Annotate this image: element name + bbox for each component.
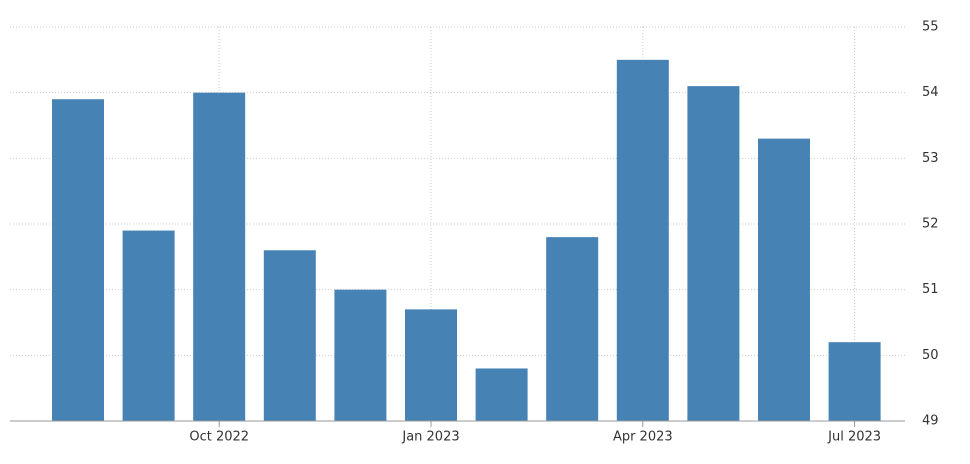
bar [687,86,740,421]
bar [616,59,669,421]
bar [546,237,599,421]
x-tick-label: Jan 2023 [401,430,459,445]
bar [193,92,246,422]
y-tick-label: 51 [922,282,939,297]
bar [263,250,316,421]
bar [758,138,810,421]
y-tick-label: 49 [922,414,939,429]
bar [405,309,457,421]
y-tick-label: 54 [922,85,939,100]
bar [122,230,175,421]
bar [475,368,528,421]
y-tick-label: 53 [922,151,939,166]
x-tick-label: Oct 2022 [189,430,249,445]
bar [52,99,104,421]
y-tick-label: 55 [922,20,939,35]
y-tick-label: 52 [922,217,939,232]
bar [828,342,881,421]
x-tick-label: Apr 2023 [613,430,673,445]
x-tick-label: Jul 2023 [827,430,881,445]
bar [334,289,387,421]
y-tick-label: 50 [922,348,939,363]
